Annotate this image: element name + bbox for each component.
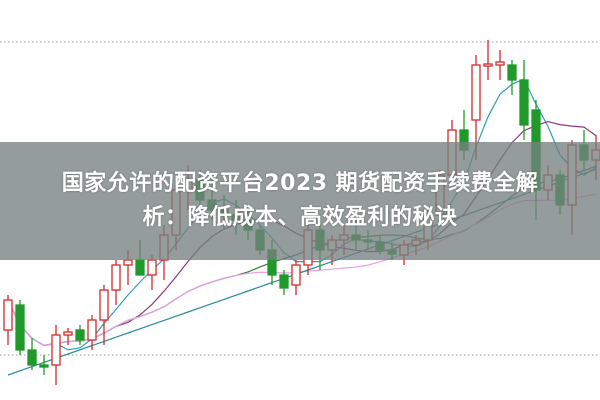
headline-line-2: 析：降低成本、高效盈利的秘诀 [142,205,458,230]
candle-body [147,259,157,276]
candle-body [3,299,13,331]
candle-body [15,304,25,351]
candle-body [39,364,49,368]
candle-body [27,349,37,366]
candle-body [63,331,73,336]
candle-body [135,259,145,276]
candle-body [87,319,97,341]
moving-average-line-5 [7,78,597,351]
candle-body [75,329,85,341]
candle-body [471,64,481,121]
candle-body [111,264,121,291]
headline-line-1: 国家允许的配资平台2023 期货配资手续费全解 [61,171,539,196]
candle-body [279,274,289,289]
candle-body [291,264,301,286]
candle-body [519,79,529,126]
candle-body [507,64,517,81]
candle-body [123,259,133,266]
headline-banner: 国家允许的配资平台2023 期货配资手续费全解 析：降低成本、高效盈利的秘诀 [0,142,600,260]
candle-body [51,334,61,366]
candle-body [99,289,109,321]
candle-body [495,61,505,66]
candle-body [483,63,493,67]
